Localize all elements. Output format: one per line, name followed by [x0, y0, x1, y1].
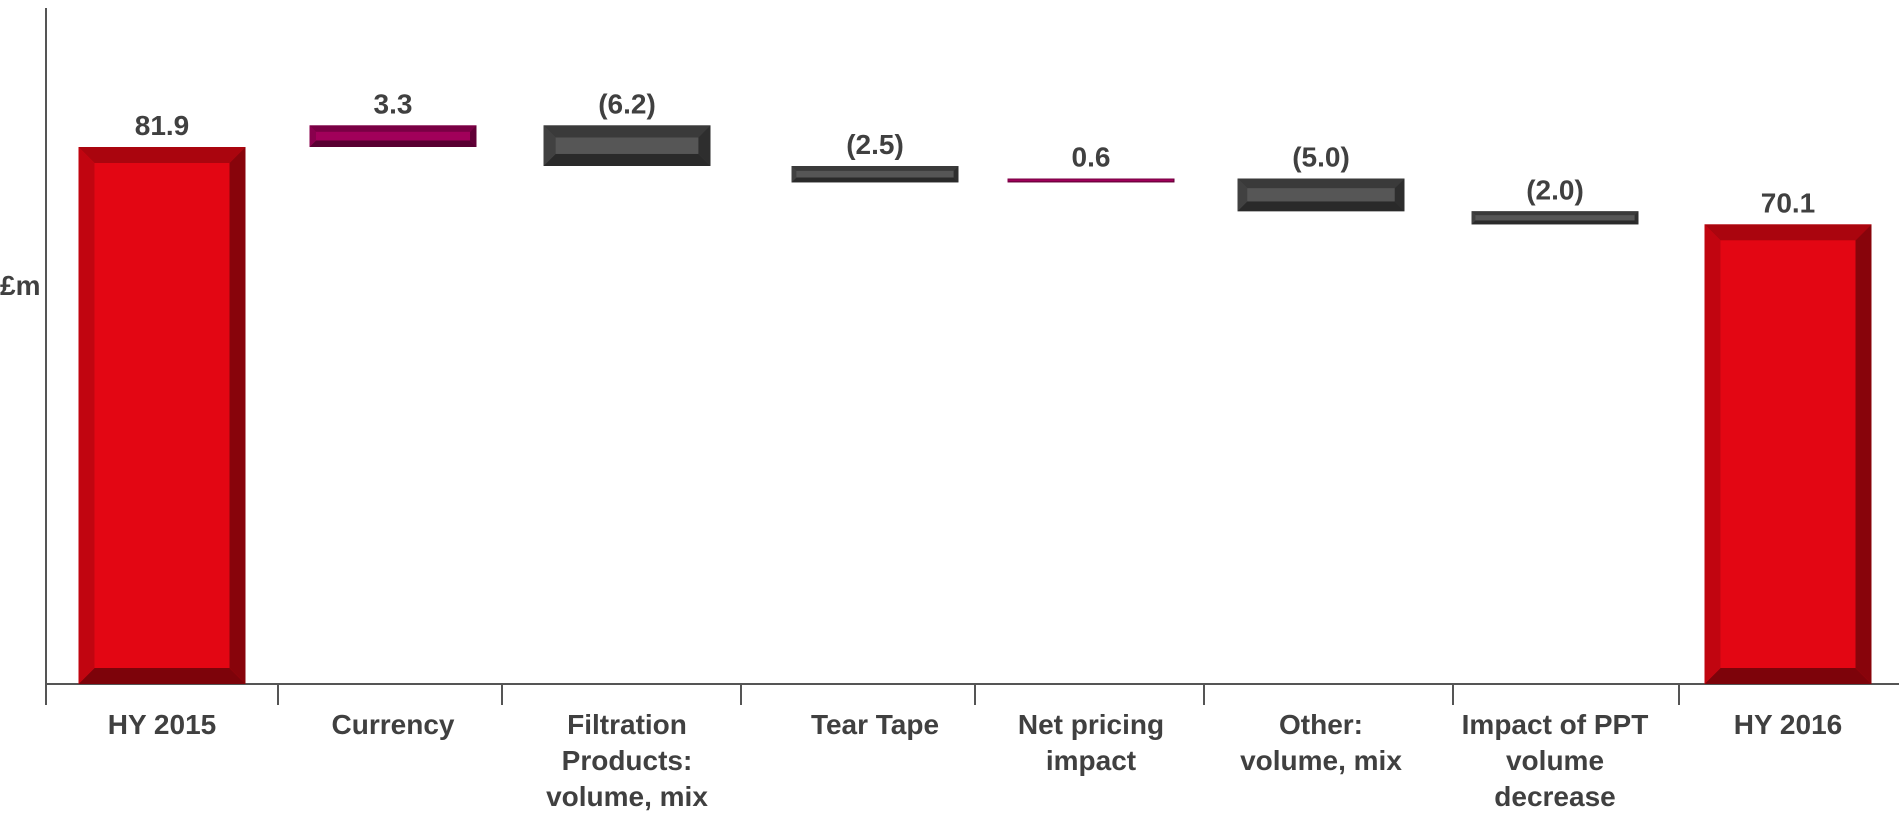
bar-face — [1247, 188, 1395, 202]
value-label: (2.5) — [846, 129, 904, 160]
value-label: 81.9 — [135, 110, 190, 141]
bar-3 — [791, 166, 959, 183]
bar-face — [1008, 179, 1174, 182]
bar-bevel-top — [543, 125, 711, 138]
bar-bevel-right — [1855, 224, 1872, 684]
value-label: 0.6 — [1072, 141, 1111, 172]
bar-bevel-bottom — [791, 177, 959, 183]
bar-bevel-bottom — [309, 140, 477, 147]
bar-bevel-right — [229, 147, 246, 684]
bar-bevel-right — [698, 125, 711, 167]
category-label: Tear Tape — [810, 709, 940, 740]
y-axis-label: £m — [0, 270, 41, 301]
bar-bevel-top — [309, 125, 477, 132]
bar-face — [1720, 240, 1856, 668]
bar-bevel-bottom — [1704, 668, 1872, 684]
bar-bevel-right — [1394, 178, 1405, 212]
bar-bevel-top — [1471, 211, 1639, 216]
bar-bevel-right — [1173, 178, 1175, 183]
bar-4 — [1007, 178, 1175, 183]
bar-face — [555, 137, 699, 154]
bar-bevel-bottom — [1471, 220, 1639, 225]
bar-0 — [78, 147, 246, 684]
bar-bevel-top — [1007, 178, 1175, 180]
bar-bevel-bottom — [543, 153, 711, 167]
bar-bevel-left — [543, 125, 556, 167]
bar-bevel-left — [78, 147, 95, 684]
bar-bevel-top — [791, 166, 959, 171]
bar-bevel-bottom — [1237, 201, 1405, 212]
bar-face — [796, 170, 954, 178]
category-label: Impact of PPT volume decrease — [1461, 709, 1649, 812]
bar-6 — [1471, 211, 1639, 225]
bar-bevel-left — [1471, 211, 1476, 225]
bar-bevel-left — [791, 166, 797, 183]
value-labels: 81.9 3.3 (6.2) (2.5) 0.6 (5.0) (2.0) 70.1 — [135, 88, 1816, 218]
bar-bevel-top — [1704, 224, 1872, 241]
bar-5 — [1237, 178, 1405, 212]
bar-2 — [543, 125, 711, 167]
bar-bevel-bottom — [78, 668, 246, 684]
bars — [78, 125, 1872, 684]
category-label: HY 2015 — [107, 709, 217, 740]
category-label: Filtration Products: volume, mix — [546, 709, 708, 812]
bar-face — [94, 163, 230, 668]
bar-7 — [1704, 224, 1872, 684]
bar-bevel-right — [953, 166, 959, 183]
category-label: Currency — [331, 709, 455, 740]
value-label: 3.3 — [374, 88, 413, 119]
bar-1 — [309, 125, 477, 147]
value-label: (2.0) — [1526, 174, 1584, 205]
value-label: (5.0) — [1292, 141, 1350, 172]
bar-bevel-left — [1007, 178, 1009, 183]
bar-bevel-left — [1704, 224, 1721, 684]
bar-bevel-top — [78, 147, 246, 163]
bar-face — [315, 131, 471, 141]
category-label: Net pricing impact — [1017, 709, 1165, 776]
category-label: Other: volume, mix — [1240, 709, 1402, 776]
bar-bevel-left — [1237, 178, 1248, 212]
bar-bevel-right — [1634, 211, 1639, 225]
axes — [45, 8, 1899, 705]
bar-bevel-bottom — [1007, 181, 1175, 183]
category-label: HY 2016 — [1733, 709, 1843, 740]
bar-bevel-top — [1237, 178, 1405, 189]
value-label: (6.2) — [598, 88, 656, 119]
bar-face — [1475, 215, 1635, 221]
bar-bevel-right — [470, 125, 477, 147]
value-label: 70.1 — [1761, 187, 1816, 218]
bar-bevel-left — [309, 125, 316, 147]
